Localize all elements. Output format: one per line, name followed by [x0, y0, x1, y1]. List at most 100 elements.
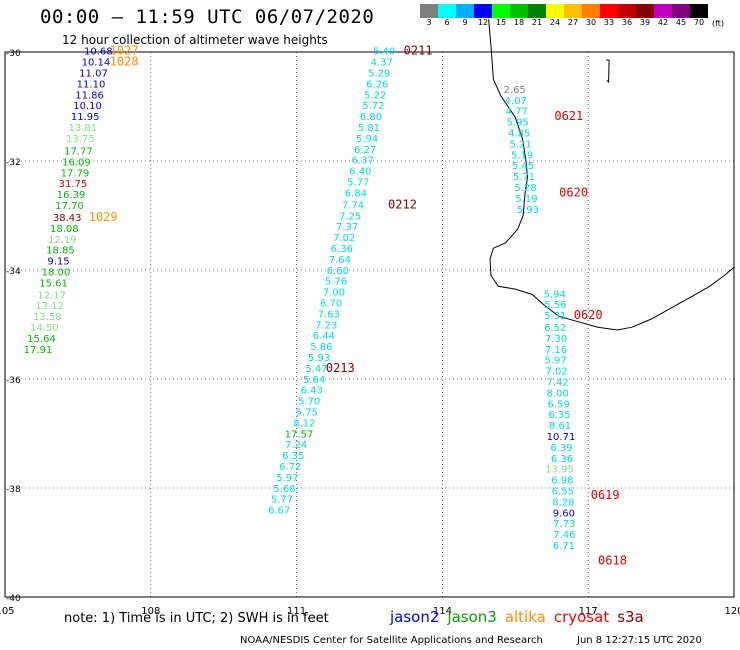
legend-label: 3: [426, 18, 432, 27]
legend-swatch: [654, 4, 672, 18]
wave-height-value: 7.63: [318, 309, 340, 320]
coastline: [488, 19, 735, 331]
wave-height-value: 5.22: [364, 90, 386, 101]
legend-swatch: [672, 4, 690, 18]
lat-label: -32: [6, 158, 21, 168]
lat-label: -30: [6, 49, 21, 59]
wave-height-value: 13.81: [68, 123, 97, 134]
legend-swatch: [690, 4, 708, 18]
coastline-western-australia: [488, 19, 735, 331]
legend-swatch: [528, 4, 546, 18]
legend-label: 70: [693, 18, 705, 27]
satellite-cryosat: cryosat: [553, 608, 610, 626]
wave-height-value: 11.86: [75, 90, 104, 101]
pass-label: 1027: [110, 44, 139, 58]
lat-label: -36: [6, 376, 21, 386]
legend-label: 6: [444, 18, 450, 27]
legend-swatch: [636, 4, 654, 18]
credit-text: NOAA/NESDIS Center for Satellite Applica…: [240, 635, 543, 646]
wave-height-value: 10.68: [84, 47, 113, 58]
legend-label: 39: [639, 18, 651, 27]
note-text: note: 1) Time is in UTC; 2) SWH is in fe…: [64, 611, 329, 626]
pass-label: 0212: [388, 197, 417, 211]
legend-swatch: [600, 4, 618, 18]
legend-label: 42: [657, 18, 669, 27]
wave-height-value: 13.75: [66, 134, 95, 145]
wave-height-value: 5.31: [544, 311, 566, 322]
wave-height-value: 31.75: [59, 179, 88, 190]
wave-height-value: 6.40: [349, 167, 371, 178]
wave-height-value: 5.86: [310, 342, 332, 353]
wave-height-value: 11.10: [77, 79, 106, 90]
wave-height-value: 15.61: [39, 278, 68, 289]
legend-label: 21: [531, 18, 543, 27]
wave-height-value: 7.42: [546, 378, 568, 389]
wave-height-value: 5.72: [362, 101, 384, 112]
wave-height-value: 6.98: [551, 476, 573, 487]
page-subtitle: 12 hour collection of altimeter wave hei…: [62, 33, 328, 47]
satellite-jason2: jason2: [390, 608, 440, 626]
legend-label: 9: [462, 18, 468, 27]
wave-height-value: 4.37: [371, 58, 393, 69]
wave-height-value: 6.36: [551, 454, 573, 465]
wave-height-value: 7.24: [285, 440, 307, 451]
lon-label: 111: [287, 606, 306, 617]
wave-height-value: 4.07: [505, 96, 527, 107]
wave-height-value: 7.23: [315, 320, 337, 331]
legend-swatch: [456, 4, 474, 18]
wave-height-value: 6.37: [352, 156, 374, 167]
legend-label: 12: [477, 18, 489, 27]
pass-label: 0621: [554, 109, 583, 123]
wave-height-value: 13.12: [35, 301, 64, 312]
wave-height-value: 2.65: [504, 85, 526, 96]
legend-label: 30: [585, 18, 597, 27]
wave-height-value: 13.95: [545, 465, 574, 476]
legend-label: 36: [621, 18, 633, 27]
legend-swatch: [438, 4, 456, 18]
color-legend: 3 6 9 12 15 18 21 24 27 30 33 36 39 42 45 70: [420, 4, 708, 27]
lon-label: 114: [433, 606, 452, 617]
wave-height-value: 7.74: [342, 200, 364, 211]
wave-height-value: 7.37: [336, 222, 358, 233]
wave-height-value: 7.73: [553, 519, 575, 530]
pass-label: 0620: [559, 185, 588, 199]
wave-height-value: 17.70: [55, 201, 84, 212]
legend-swatch: [492, 4, 510, 18]
wave-height-value: 6.35: [548, 410, 570, 421]
wave-height-value: 5.64: [303, 375, 325, 386]
wave-height-value: 5.76: [325, 277, 347, 288]
wave-height-value: 8.00: [546, 388, 568, 399]
legend-label: 45: [675, 18, 687, 27]
wave-height-value: 7.00: [323, 288, 345, 299]
wave-height-value: 6.55: [552, 487, 574, 498]
wave-height-value: 5.21: [509, 139, 531, 150]
wave-height-value: 5.19: [511, 150, 533, 161]
wave-height-value: 7.02: [333, 233, 355, 244]
wave-height-value: 8.61: [549, 421, 571, 432]
wave-height-value: 12.19: [48, 235, 77, 246]
pass-label: 0619: [591, 488, 620, 502]
wave-height-value: 14.50: [30, 323, 59, 334]
satellite-jason3: jason3: [447, 608, 497, 626]
timestamp-text: Jun 8 12:27:15 UTC 2020: [577, 635, 702, 646]
wave-height-value: 5.40: [373, 47, 395, 58]
wave-height-value: 5.70: [298, 397, 320, 408]
pass-label: 0211: [404, 44, 433, 58]
island: [606, 59, 610, 84]
wave-height-value: 18.00: [42, 268, 71, 279]
wave-height-value: 5.56: [544, 300, 566, 311]
legend-swatch: [420, 4, 438, 18]
wave-height-value: 16.09: [62, 157, 91, 168]
wave-height-value: 9.15: [47, 257, 69, 268]
wave-height-value: 6.27: [354, 145, 376, 156]
wave-height-value: 5.93: [517, 205, 539, 216]
map-border: [4, 51, 735, 598]
wave-height-value: 7.25: [339, 211, 361, 222]
wave-height-value: 5.77: [347, 178, 369, 189]
satellite-s3a: s3a: [617, 608, 644, 626]
pass-label: 1029: [89, 210, 118, 224]
wave-height-value: 5.29: [368, 69, 390, 80]
lat-label: -40: [6, 594, 21, 604]
wave-height-value: 7.46: [553, 530, 575, 541]
